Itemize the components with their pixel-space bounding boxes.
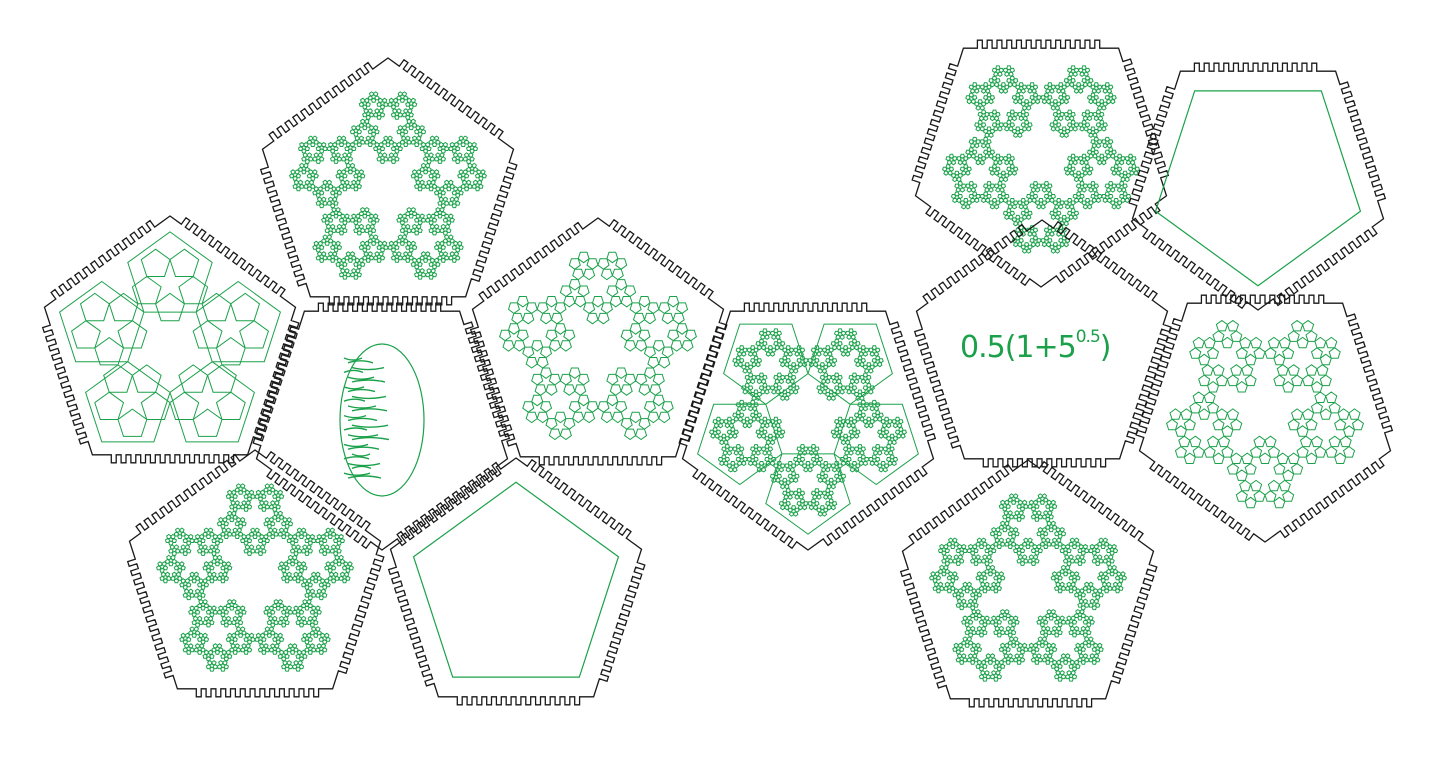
face-9-plain-pentagon: [1128, 62, 1387, 311]
portrait-stroke: [347, 417, 378, 422]
portrait-stroke: [343, 414, 367, 419]
pentaflake-engraving: [929, 493, 1127, 682]
finger-joint-outline: [1128, 62, 1387, 311]
pentaflake-engraving: [289, 91, 487, 280]
portrait-stroke: [351, 379, 386, 383]
portrait-stroke: [343, 427, 368, 431]
portrait-stroke: [351, 408, 388, 412]
portrait-stroke: [343, 456, 370, 460]
pentaflake-engraving: [71, 248, 269, 437]
portrait-stroke: [351, 366, 385, 371]
finger-joint-outline: [387, 457, 646, 706]
head-outline: [339, 343, 425, 497]
pentaflake-engraving: [499, 251, 697, 441]
portrait-stroke: [343, 398, 366, 402]
face-7-pentaflake-5: [899, 459, 1158, 708]
pentaflake-engraving: [1166, 319, 1364, 509]
face-2-pentaflake-6: [259, 57, 518, 306]
portrait-stroke: [351, 436, 390, 441]
face-12-pentaflake-4: [678, 302, 937, 551]
portrait-stroke: [347, 475, 382, 479]
portrait-stroke: [347, 462, 381, 467]
portrait-stroke: [351, 453, 371, 457]
finger-joint-outline: [1135, 294, 1394, 543]
face-5-pentaflake-4: [126, 449, 385, 698]
portrait-stroke: [343, 386, 365, 390]
finger-joint-outline: [259, 57, 518, 306]
golden-ratio-formula: 0.5(1+50.5): [960, 327, 1112, 365]
portrait-stroke: [347, 405, 377, 409]
portrait-stroke: [347, 446, 380, 450]
formula-exponent: 0.5: [1075, 327, 1101, 347]
inner-pentagon-engraving: [1154, 90, 1362, 287]
portrait-engraving: [339, 343, 425, 497]
finger-joint-outline: [913, 219, 1172, 468]
portrait-stroke: [347, 376, 375, 380]
portrait-stroke: [347, 360, 374, 364]
inner-pentagon-engraving: [412, 481, 620, 678]
face-8-five-pentagon-engraving: [59, 231, 281, 443]
portrait-stroke: [343, 357, 363, 361]
formula-base: 0.5(1+5: [960, 330, 1077, 365]
face-11-pentaflake-3: [1135, 294, 1394, 543]
face-12-five-pentagon-engraving: [697, 323, 919, 535]
portrait-stroke: [351, 424, 389, 428]
finger-joint-outline: [41, 215, 300, 464]
face-1-pentaflake-5: [911, 39, 1170, 288]
pentaflake-engraving: [156, 483, 354, 672]
finger-joint-outline: [469, 217, 728, 466]
face-8-pentaflake-2: [41, 215, 300, 464]
formula-close: ): [1099, 330, 1112, 365]
face-4-pentaflake-3: [469, 217, 728, 466]
portrait-stroke: [351, 465, 372, 470]
finger-joint-outline: [899, 459, 1158, 708]
finger-joint-outline: [252, 302, 511, 551]
finger-joint-outline: [911, 39, 1170, 288]
face-3-portrait-engraving: [252, 302, 511, 551]
pentaflake-engraving: [709, 328, 907, 517]
face-10-formula: [913, 219, 1172, 468]
portrait-stroke: [343, 369, 364, 374]
portrait-stroke: [347, 434, 379, 438]
finger-joint-outline: [126, 449, 385, 698]
pentaflake-engraving: [942, 65, 1140, 254]
face-6-plain-pentagon: [387, 457, 646, 706]
portrait-stroke: [343, 472, 371, 476]
portrait-stroke: [351, 395, 387, 400]
finger-joint-outline: [678, 302, 937, 551]
portrait-stroke: [347, 388, 376, 393]
portrait-stroke: [343, 443, 369, 448]
